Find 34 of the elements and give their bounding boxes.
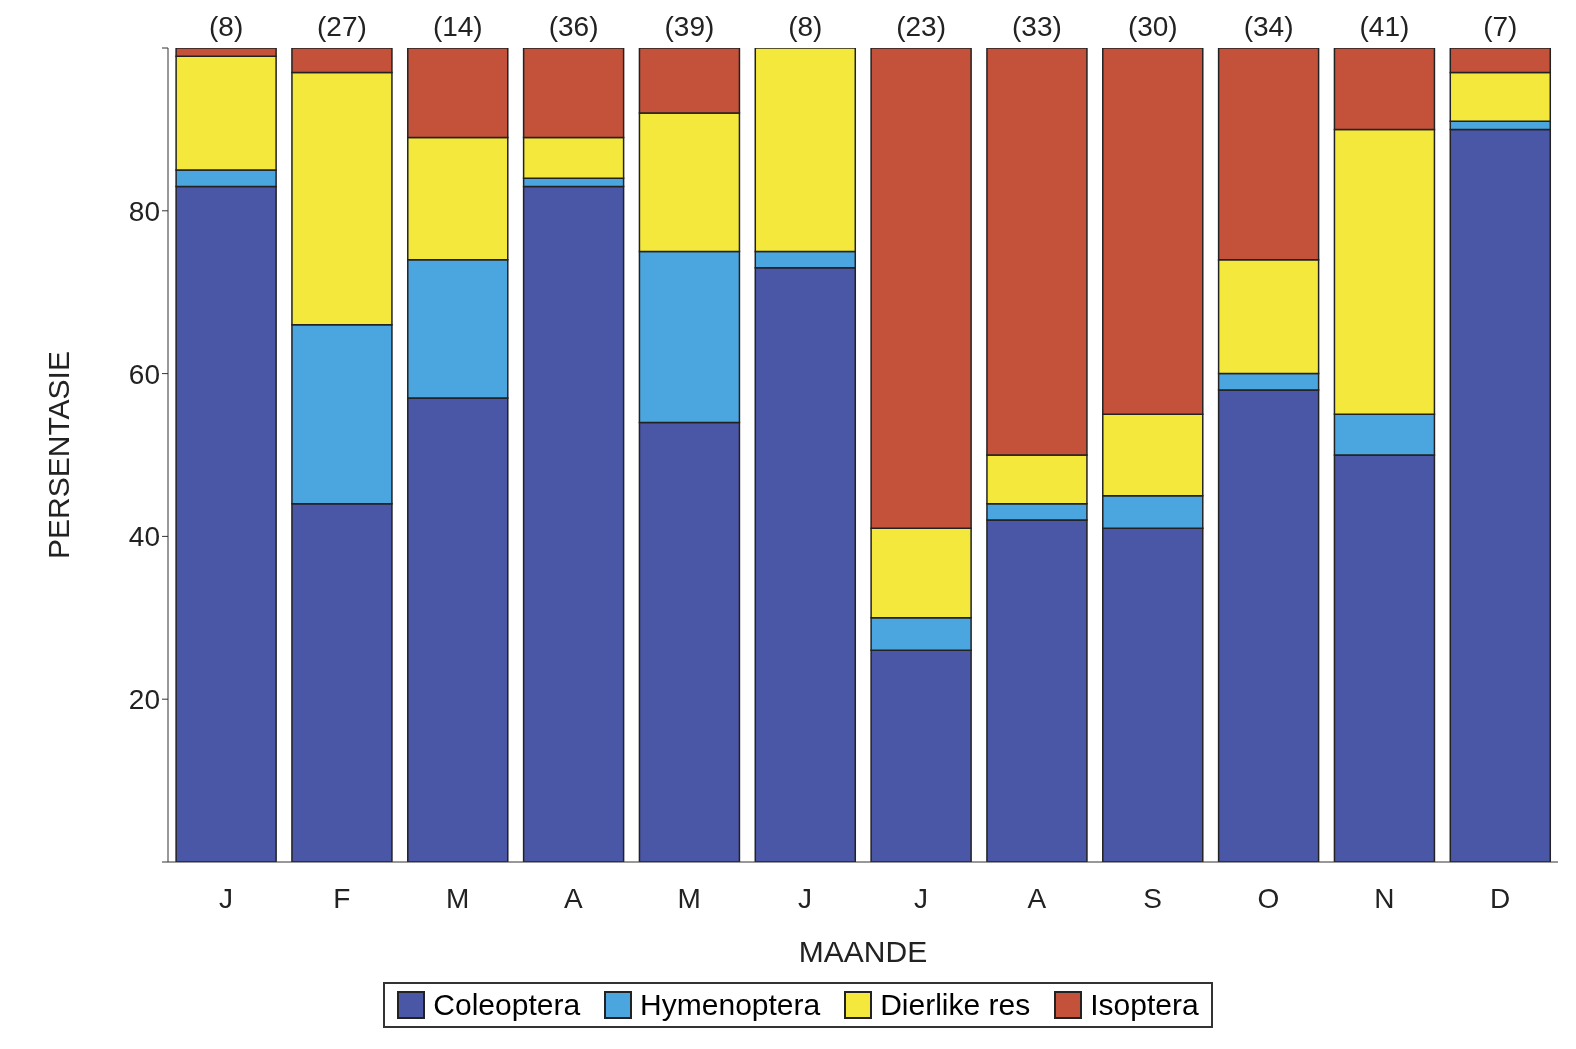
x-tick-label: F bbox=[333, 882, 351, 914]
text: (39) bbox=[664, 11, 715, 42]
y-tick-label: 20 bbox=[128, 684, 160, 716]
text: (8) bbox=[208, 11, 244, 42]
legend-label: Isoptera bbox=[1090, 988, 1199, 1022]
text: (14) bbox=[432, 11, 483, 42]
text: (30) bbox=[1127, 11, 1178, 42]
text: (36) bbox=[548, 11, 599, 42]
x-tick-label: S bbox=[1143, 882, 1162, 914]
text: (7) bbox=[1483, 11, 1518, 42]
text: (27) bbox=[317, 11, 367, 42]
y-tick-label: 40 bbox=[128, 521, 160, 553]
text: (23) bbox=[896, 11, 947, 42]
y-tick-label: 60 bbox=[128, 358, 160, 390]
text: (33) bbox=[1012, 11, 1062, 42]
legend-label: Coleoptera bbox=[433, 988, 581, 1022]
x-tick-label: J bbox=[798, 882, 813, 914]
text: (34) bbox=[1243, 11, 1294, 42]
x-tick-label: O bbox=[1257, 882, 1280, 914]
text: (41) bbox=[1359, 11, 1410, 42]
x-tick-label: A bbox=[1027, 882, 1047, 914]
x-tick-label: J bbox=[218, 882, 233, 914]
legend-label: Hymenoptera bbox=[640, 988, 821, 1022]
x-tick-label: N bbox=[1374, 882, 1395, 914]
x-tick-label: A bbox=[564, 882, 584, 914]
x-tick-label: J bbox=[913, 882, 928, 914]
x-tick-label: D bbox=[1489, 882, 1511, 914]
x-axis-title: MAANDE bbox=[798, 935, 928, 968]
y-axis-title: PERSENTASIE bbox=[41, 351, 75, 559]
x-tick-label: M bbox=[677, 882, 701, 914]
legend-label: Dierlike res bbox=[880, 988, 1031, 1022]
x-tick-label: M bbox=[445, 882, 470, 914]
text: (8) bbox=[788, 11, 823, 42]
y-tick-label: 80 bbox=[128, 195, 160, 227]
